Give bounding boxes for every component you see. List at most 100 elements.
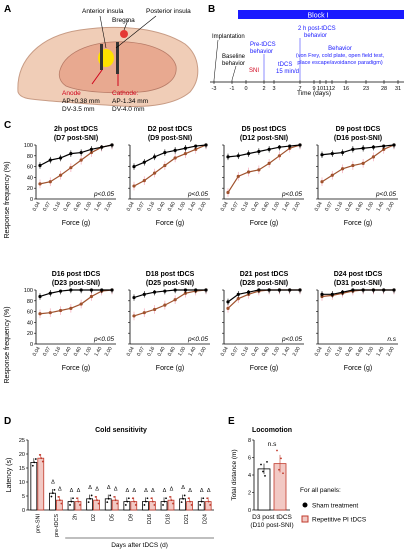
sig-marker: Δ [51, 479, 55, 485]
x-tick-label: 0.16 [52, 201, 62, 213]
d-y-tick-label: 25 [19, 438, 25, 444]
data-point-pi [48, 180, 52, 184]
x-tick-label: 1.00 [83, 201, 93, 213]
y-tick-label: 80 [27, 154, 33, 160]
anode-electrode [100, 44, 103, 70]
data-point-sham [58, 289, 63, 293]
legend-pi-marker [301, 515, 309, 523]
x-tick-label: 0.16 [146, 201, 156, 213]
x-tick-label: 0.60 [167, 201, 177, 213]
timeline-tick-label: -3 [212, 86, 217, 92]
x-tick-label: 0.60 [73, 346, 83, 358]
data-point-sham [38, 163, 42, 168]
subplot-title: D16 post tDCS [52, 271, 101, 278]
sig-marker: Δ [181, 485, 185, 491]
d-y-tick-label: 10 [19, 480, 25, 486]
subplot-title: 2h post tDCS [54, 126, 98, 133]
p-value: p<0.05 [187, 336, 208, 343]
data-point-sham [132, 295, 136, 300]
sig-marker: Δ [200, 488, 204, 494]
x-tick-label: 0.04 [220, 201, 230, 213]
data-point-pi [69, 166, 73, 170]
x-tick-label: 0.07 [42, 346, 52, 358]
e-ylabel: Total distance (m) [231, 449, 238, 500]
x-tick-label: 2.00 [104, 346, 114, 358]
x-tick-label: 0.60 [73, 201, 83, 213]
timeline-behavior-1: Behavior [328, 46, 352, 52]
panel-label-e: E [228, 416, 235, 427]
p-value: p<0.05 [93, 191, 114, 198]
data-point-sham [69, 152, 73, 156]
d-y-tick-label: 0 [22, 508, 25, 514]
data-point-sham [246, 290, 251, 294]
data-point-sham [173, 148, 177, 152]
data-point-pi [340, 167, 345, 171]
e-y-tick-label: 0 [248, 508, 251, 514]
panel-label-b: B [208, 4, 215, 15]
subplot-title: D24 post tDCS [334, 271, 383, 278]
panel-label-d: D [4, 416, 11, 427]
data-point-pi [183, 152, 188, 156]
bar-sham [197, 501, 205, 511]
data-point-pi [132, 184, 136, 188]
data-point-pi [69, 306, 73, 310]
von-frey-subplot: D5 post tDCS(D12 post-SNI)0.04 0.07 0.16 0.… [220, 126, 304, 227]
cathode-electrode [116, 42, 119, 74]
sig-marker: Δ [88, 485, 92, 491]
data-point-pi [38, 182, 42, 186]
label-posterior-insula: Posterior insula [146, 8, 191, 15]
label-anode-dv: DV-3.5 mm [62, 106, 95, 113]
panel-c-von-frey: Response frequency (%) Response frequency… [4, 126, 398, 384]
data-point-pi [48, 311, 52, 315]
x-tick-label: 0.04 [314, 201, 324, 213]
timeline-behavior-2: (von Frey, cold plate, open field test, [296, 53, 385, 59]
data-point-sham [38, 294, 42, 299]
data-point-sham [288, 144, 292, 148]
data-point-pi [226, 190, 230, 195]
d-y-tick-label: 15 [19, 466, 25, 472]
series-line-pi [227, 144, 301, 193]
bar-sham [30, 461, 38, 511]
data-point-pi [277, 154, 282, 158]
legend-pi-label: Repetitive PI tDCS [312, 517, 367, 524]
d-x-tick-label: D2 [91, 514, 97, 521]
data-point-sham [142, 292, 146, 296]
bar-sham [142, 501, 149, 511]
data-point-sham [194, 144, 198, 148]
data-point-sham [69, 288, 73, 292]
data-point-sham [298, 288, 302, 292]
series-line-sham [39, 289, 112, 298]
von-frey-subplot: D9 post tDCS(D16 post-SNI)0.04 0.07 0.16 0.… [314, 126, 398, 227]
data-point-sham [173, 288, 177, 292]
y-tick-label: 100 [24, 143, 33, 149]
x-tick-label: 0.04 [126, 346, 136, 358]
p-value: p<0.05 [93, 336, 114, 343]
panel-d-cold-sensitivity: Cold sensitivity Latency (s) 0 5 10 15 20 25 pre… [6, 427, 214, 549]
bar-pi [167, 499, 175, 511]
x-tick-label: 1.00 [177, 346, 187, 358]
x-tick-label: 0.07 [230, 201, 240, 213]
data-point-sham [58, 156, 63, 160]
e-y-tick-label: 2 [248, 491, 251, 497]
c-xlabel: Force (g) [344, 365, 372, 372]
timeline-tick-label: 0 [244, 86, 247, 92]
x-tick-label: 0.40 [63, 346, 73, 358]
p-value: p<0.05 [281, 191, 302, 198]
data-point-sham [226, 155, 230, 159]
label-anode: Anode [62, 90, 81, 97]
c-xlabel: Force (g) [156, 365, 184, 372]
bar-pi [37, 457, 45, 511]
von-frey-subplot: D2 post tDCS (D9 post-SNI) 0.04 0.07 0.16 0.4… [126, 126, 210, 227]
timeline-tick-label: 2 [262, 86, 265, 92]
c-ylabel-row2: Response frequency (%) [4, 306, 11, 383]
sig-marker: Δ [125, 488, 129, 494]
x-tick-label: 0.07 [230, 346, 240, 358]
data-point-pi [58, 173, 63, 177]
sig-marker: Δ [70, 488, 74, 494]
p-value: p<0.05 [187, 191, 208, 198]
series-line-sham [322, 289, 394, 295]
legend-sham-label: Sham treatment [312, 503, 358, 510]
x-tick-label: 0.60 [261, 201, 271, 213]
timeline-implantation: Implantation [212, 34, 245, 40]
timeline-tdcs-2: 15 min/d [276, 69, 299, 75]
